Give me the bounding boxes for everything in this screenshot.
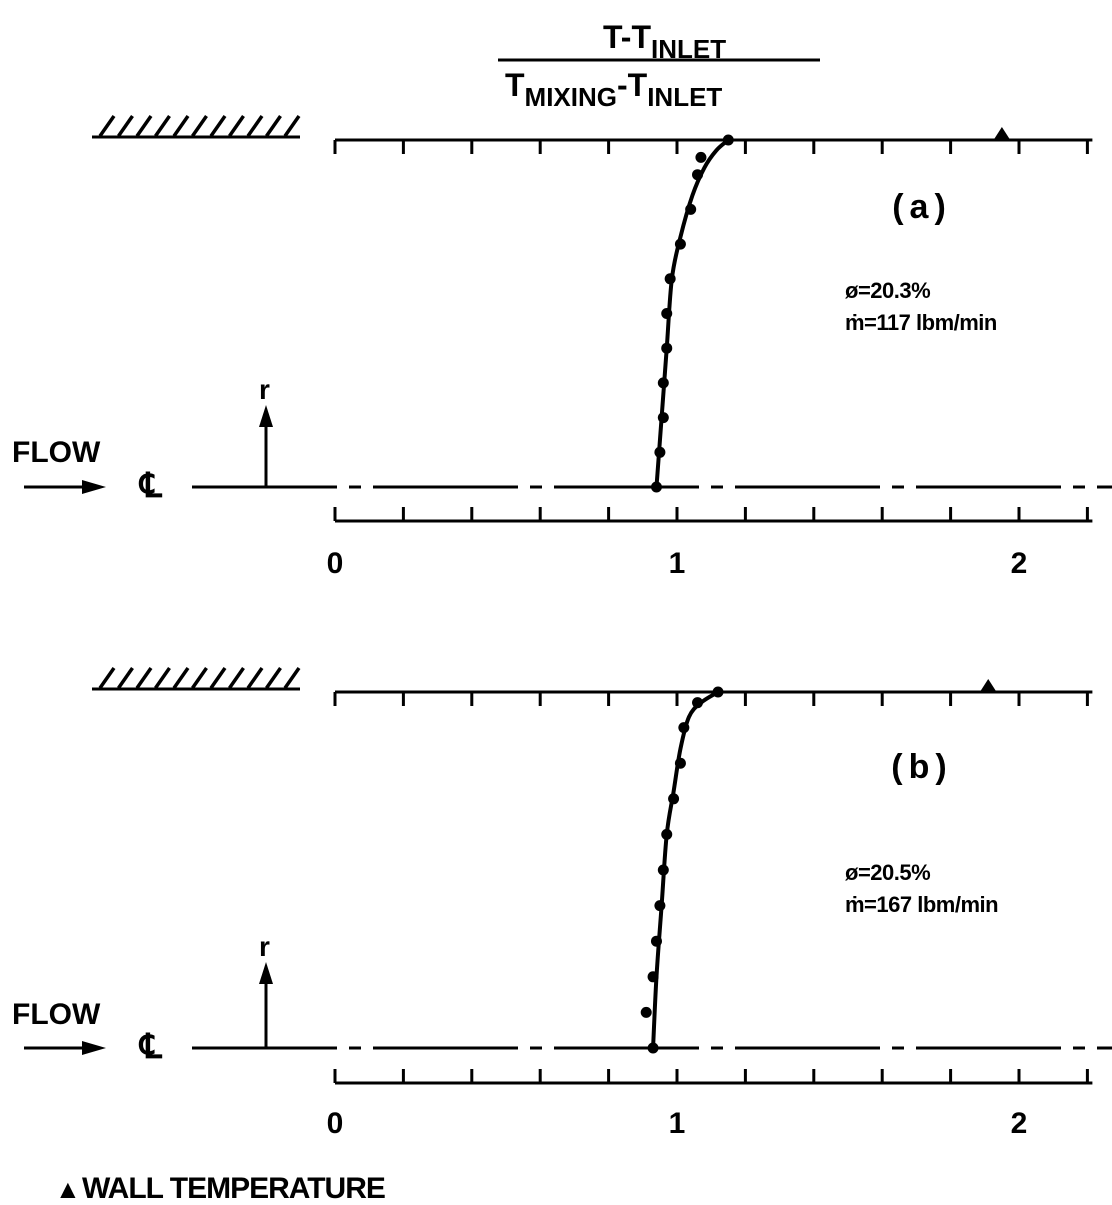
x-tick-label: 2 (1011, 547, 1028, 580)
data-point (722, 134, 734, 146)
wall-temperature-marker-icon (979, 679, 998, 693)
data-point (674, 238, 686, 250)
wall-hatch-stroke (98, 114, 116, 138)
x-tick-label: 2 (1011, 1107, 1028, 1140)
data-point (692, 697, 704, 709)
wall-hatch-stroke (117, 666, 134, 690)
condition-text: ø=20.5% (845, 860, 930, 885)
data-point (661, 342, 673, 354)
flow-label: FLOW (12, 998, 101, 1031)
wall-hatch-stroke (172, 114, 190, 138)
data-point (678, 722, 690, 734)
wall-hatch-stroke (265, 114, 282, 138)
panel-a: 0 1 2 FLOW ℄ r (a) ø=20.3% ṁ=117 lbm/min (12, 114, 1112, 580)
legend: ▲ WALL TEMPERATURE (55, 1172, 386, 1205)
panel-label: (a) (892, 188, 952, 226)
wall-hatch-stroke (209, 666, 227, 690)
header-denominator: TMIXING-TINLET (505, 67, 722, 112)
wall-hatch-stroke (154, 114, 171, 138)
centerline-symbol-icon: ℄ (138, 1028, 163, 1066)
wall-hatch-stroke (191, 666, 208, 690)
wall-hatch-stroke (283, 114, 301, 138)
x-tick-label: 0 (327, 547, 344, 580)
x-tick-label: 1 (669, 1107, 686, 1140)
data-point (650, 481, 662, 493)
radial-arrow-head-icon (259, 405, 273, 427)
wall-hatch-stroke (283, 666, 301, 690)
wall-temperature-marker-icon (992, 127, 1011, 141)
wall-hatch-stroke (154, 666, 171, 690)
wall-hatch-stroke (228, 666, 245, 690)
wall-hatch-stroke (209, 114, 227, 138)
radial-label: r (259, 931, 270, 962)
panel-label: (b) (891, 748, 952, 786)
x-tick-label: 1 (669, 547, 686, 580)
header-numerator: T-TINLET (603, 19, 726, 64)
wall-hatch (92, 666, 301, 691)
data-point (685, 203, 697, 215)
wall-hatch-stroke (246, 666, 264, 690)
data-point (664, 273, 676, 285)
x-tick-label: 0 (327, 1107, 344, 1140)
flow-arrow-head-icon (82, 480, 106, 494)
wall-hatch-stroke (246, 114, 264, 138)
data-point (640, 1006, 652, 1018)
data-point (650, 935, 662, 947)
data-point (654, 446, 666, 458)
condition-text: ṁ=167 lbm/min (845, 892, 998, 917)
wall-hatch-stroke (265, 666, 282, 690)
wall-hatch-stroke (135, 666, 153, 690)
wall-hatch (92, 114, 301, 139)
y-quantity-header: T-TINLET TMIXING-TINLET (498, 19, 820, 112)
data-point (661, 828, 673, 840)
data-point (692, 169, 704, 181)
data-point (668, 793, 680, 805)
data-point (657, 377, 669, 389)
legend-label-wall-temperature: WALL TEMPERATURE (82, 1172, 385, 1205)
centerline-symbol-icon: ℄ (138, 467, 163, 505)
wall-hatch-stroke (98, 666, 116, 690)
legend-symbol-wall-temperature: ▲ (55, 1174, 81, 1204)
data-point (674, 757, 686, 769)
condition-text: ø=20.3% (845, 278, 930, 303)
condition-text: ṁ=117 lbm/min (845, 310, 997, 335)
data-point (657, 412, 669, 424)
panel-b: 0 1 2 FLOW ℄ r (b) ø=20.5% ṁ=167 lbm/min (12, 666, 1112, 1140)
wall-hatch-stroke (117, 114, 134, 138)
data-point (654, 900, 666, 912)
data-point (657, 864, 669, 876)
wall-hatch-stroke (172, 666, 190, 690)
flow-arrow-head-icon (82, 1041, 106, 1055)
data-point (695, 151, 707, 163)
wall-hatch-stroke (191, 114, 208, 138)
data-point (661, 308, 673, 319)
flow-label: FLOW (12, 436, 101, 469)
data-point (647, 971, 659, 983)
wall-hatch-stroke (135, 114, 153, 138)
data-point (712, 686, 724, 698)
radial-arrow-head-icon (259, 962, 273, 984)
radial-label: r (259, 374, 270, 405)
wall-hatch-stroke (228, 114, 245, 138)
data-point (647, 1042, 659, 1054)
